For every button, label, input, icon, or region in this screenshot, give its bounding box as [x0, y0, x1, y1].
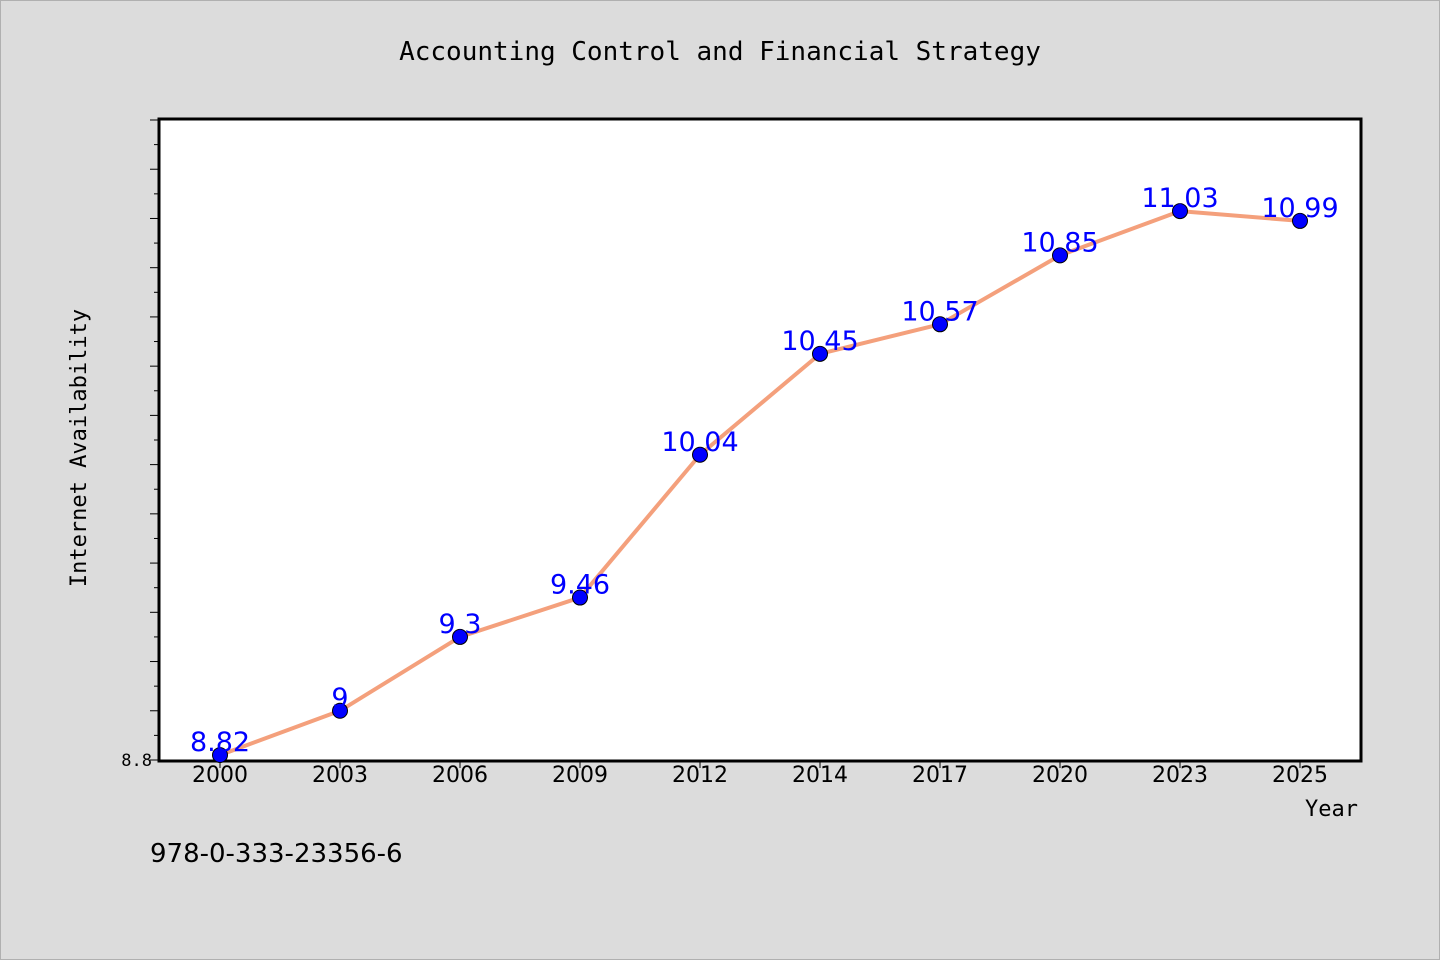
data-point	[452, 628, 468, 645]
series-markers	[212, 203, 1308, 764]
data-point	[932, 316, 948, 333]
data-label: 10.85	[1021, 227, 1098, 258]
data-label: 10.04	[661, 427, 738, 458]
data-point	[1292, 212, 1308, 229]
x-tick-label: 2012	[672, 763, 728, 788]
data-point	[572, 589, 588, 606]
data-point	[212, 747, 228, 764]
data-labels: 8.82 9 9.3 9.46 10.04 10.45 10.57 10.85 11.03 10.…	[190, 183, 1339, 758]
data-point	[692, 446, 708, 463]
data-label: 9.3	[439, 609, 482, 640]
data-label: 10.99	[1261, 193, 1338, 224]
x-axis: 2000 2003 2006 2009 2012 2014 2017 2020 2023 2025	[192, 760, 1328, 788]
data-label: 9	[331, 683, 348, 714]
chart-title: Accounting Control and Financial Strateg…	[399, 37, 1041, 67]
x-tick-label: 2017	[912, 763, 968, 788]
x-tick-label: 2014	[792, 763, 848, 788]
x-tick-label: 2006	[432, 763, 488, 788]
y-axis: 8.8	[121, 119, 160, 771]
data-label: 10.57	[901, 296, 978, 327]
data-label: 9.46	[550, 570, 610, 601]
x-tick-label: 2000	[192, 763, 248, 788]
data-label: 8.82	[190, 727, 250, 758]
data-point	[1172, 203, 1188, 220]
data-point	[812, 345, 828, 362]
x-tick-label: 2009	[552, 763, 608, 788]
x-tick-label: 2003	[312, 763, 368, 788]
x-axis-label: Year	[1305, 797, 1358, 822]
data-label: 10.45	[781, 326, 858, 357]
series-line	[219, 209, 1301, 757]
x-tick-label: 2025	[1272, 763, 1328, 788]
x-tick-label: 2020	[1032, 763, 1088, 788]
data-point	[1052, 247, 1068, 264]
data-label: 11.03	[1141, 183, 1218, 214]
x-tick-label: 2023	[1152, 763, 1208, 788]
series-line-group	[219, 209, 1301, 757]
isbn-text: 978-0-333-23356-6	[150, 839, 403, 869]
y-tick-label: 8.8	[121, 751, 152, 771]
data-point	[332, 702, 348, 719]
y-axis-label: Internet Availability	[67, 309, 92, 587]
plot-area	[157, 117, 1363, 763]
